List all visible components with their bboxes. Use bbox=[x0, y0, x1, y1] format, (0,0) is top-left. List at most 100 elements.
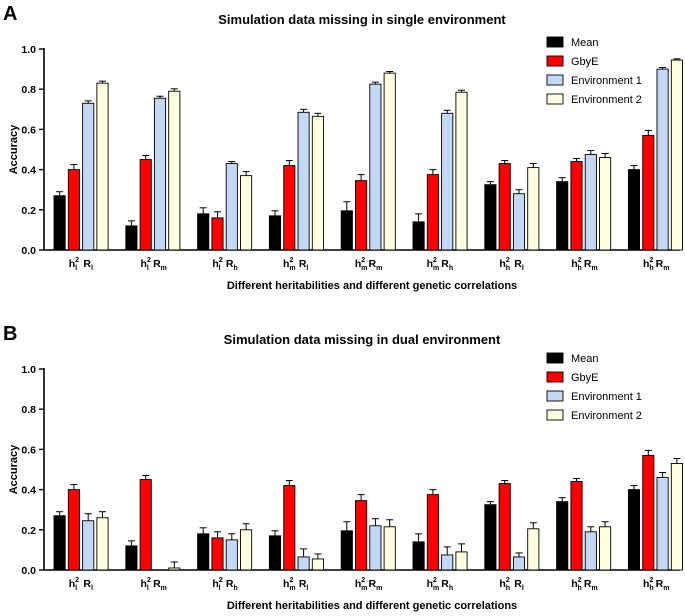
bar-environment-2 bbox=[96, 517, 109, 571]
bar-gbye bbox=[283, 165, 296, 251]
bar-mean bbox=[197, 213, 210, 251]
y-tick-label: 0.6 bbox=[21, 444, 36, 456]
bar-gbye bbox=[426, 174, 439, 251]
bar-environment-1 bbox=[512, 193, 526, 251]
bar-gbye bbox=[355, 500, 368, 571]
x-tick-label-h2: h2 m bbox=[355, 257, 368, 272]
bar-environment-2 bbox=[455, 551, 468, 571]
bar-gbye bbox=[498, 483, 511, 571]
y-tick-label: 0.0 bbox=[21, 245, 36, 257]
bar-mean bbox=[556, 501, 569, 571]
bar-environment-2 bbox=[383, 72, 396, 251]
bar-environment-2 bbox=[670, 59, 683, 251]
x-tick-label-r: Rm bbox=[153, 258, 167, 272]
bar-environment-2 bbox=[527, 528, 540, 571]
y-tick-label: 0.6 bbox=[21, 124, 36, 136]
bar-environment-1 bbox=[441, 554, 454, 571]
legend-swatch bbox=[546, 93, 564, 105]
x-tick-label-h2: h2 l bbox=[69, 577, 79, 592]
y-tick-label: 0.0 bbox=[21, 565, 36, 577]
bar-environment-2 bbox=[670, 463, 683, 571]
x-tick-label-r: Rl bbox=[83, 258, 93, 272]
bar-environment-1 bbox=[584, 154, 597, 251]
x-tick-label-h2: h2 h bbox=[499, 577, 510, 592]
bar-gbye bbox=[355, 180, 368, 251]
y-tick-label: 0.8 bbox=[21, 84, 36, 96]
x-tick-label-h2: h2 m bbox=[427, 577, 440, 592]
x-tick-label-h2: h2 h bbox=[643, 577, 654, 592]
bar-mean bbox=[484, 184, 497, 251]
bar-environment-2 bbox=[455, 91, 468, 251]
panel-b: B Simulation data missing in dual environ… bbox=[3, 323, 683, 612]
legend-label: Environment 1 bbox=[571, 75, 642, 87]
bar-mean bbox=[484, 504, 497, 571]
legend-label: Environment 1 bbox=[571, 391, 642, 403]
y-tick-label: 0.8 bbox=[21, 404, 36, 416]
legend-swatch bbox=[546, 55, 564, 67]
bar-environment-2 bbox=[311, 558, 324, 571]
bar-gbye bbox=[426, 494, 439, 571]
x-axis-label: Different heritabilities and different g… bbox=[227, 600, 517, 612]
bar-environment-1 bbox=[225, 539, 238, 571]
legend-label: Environment 2 bbox=[571, 410, 642, 422]
bar-environment-1 bbox=[225, 163, 238, 251]
legend-swatch bbox=[546, 36, 564, 48]
bar-gbye bbox=[67, 169, 80, 251]
y-tick-label: 0.4 bbox=[21, 165, 36, 177]
bar-gbye bbox=[498, 163, 511, 251]
bar-mean bbox=[340, 210, 353, 251]
x-axis-label: Different heritabilities and different g… bbox=[227, 280, 517, 292]
bar-mean bbox=[556, 181, 569, 251]
x-tick-label-h2: h2 h bbox=[643, 257, 654, 272]
x-tick-label-h2: h2 h bbox=[571, 577, 582, 592]
legend-label: Environment 2 bbox=[571, 94, 642, 106]
bar-environment-2 bbox=[96, 82, 109, 251]
x-tick-label-r: Rl bbox=[514, 258, 524, 272]
legend-swatch bbox=[546, 371, 564, 383]
x-tick-label-r: Rh bbox=[226, 258, 238, 272]
y-tick-label: 0.2 bbox=[21, 205, 36, 217]
bar-environment-1 bbox=[656, 477, 669, 571]
x-tick-label-r: Rm bbox=[153, 578, 167, 592]
bar-environment-1 bbox=[584, 531, 597, 571]
legend-swatch bbox=[546, 390, 564, 402]
y-tick-label: 1.0 bbox=[21, 44, 36, 56]
bar-gbye bbox=[139, 479, 152, 571]
bar-mean bbox=[268, 535, 282, 571]
x-tick-label-h2: h2 l bbox=[212, 257, 222, 272]
x-tick-label-h2: h2 m bbox=[427, 257, 440, 272]
bar-environment-2 bbox=[168, 567, 181, 571]
bar-gbye bbox=[139, 159, 152, 251]
x-tick-label-r: Rl bbox=[299, 578, 309, 592]
bar-environment-1 bbox=[656, 68, 669, 251]
bar-environment-1 bbox=[369, 83, 382, 251]
bar-environment-2 bbox=[311, 115, 324, 251]
x-tick-label-h2: h2 h bbox=[571, 257, 582, 272]
x-tick-label-r: Rl bbox=[83, 578, 93, 592]
bar-gbye bbox=[67, 489, 80, 571]
chart-title: Simulation data missing in dual environm… bbox=[224, 332, 501, 347]
bar-mean bbox=[412, 221, 425, 251]
bar-gbye bbox=[642, 134, 655, 251]
x-tick-label-h2: h2 l bbox=[141, 257, 151, 272]
x-tick-label-r: Rm bbox=[584, 258, 598, 272]
bar-environment-1 bbox=[82, 520, 95, 571]
bar-environment-1 bbox=[297, 556, 310, 571]
x-tick-label-h2: h2 l bbox=[141, 577, 151, 592]
bar-environment-1 bbox=[297, 111, 310, 251]
bar-gbye bbox=[642, 454, 655, 571]
y-tick-label: 1.0 bbox=[21, 364, 36, 376]
bar-mean bbox=[53, 195, 66, 251]
bar-mean bbox=[125, 545, 138, 571]
bar-mean bbox=[53, 515, 66, 571]
legend-label: GbyE bbox=[571, 372, 599, 384]
legend-label: GbyE bbox=[571, 56, 599, 68]
x-tick-label-h2: h2 m bbox=[283, 577, 296, 592]
x-tick-label-r: Rh bbox=[226, 578, 238, 592]
y-axis-label: Accuracy bbox=[8, 444, 20, 494]
x-tick-label-r: Rh bbox=[441, 258, 453, 272]
bar-environment-2 bbox=[168, 90, 181, 251]
bar-environment-1 bbox=[82, 102, 95, 251]
x-tick-label-r: Rm bbox=[656, 258, 670, 272]
x-tick-label-r: Rm bbox=[368, 258, 382, 272]
